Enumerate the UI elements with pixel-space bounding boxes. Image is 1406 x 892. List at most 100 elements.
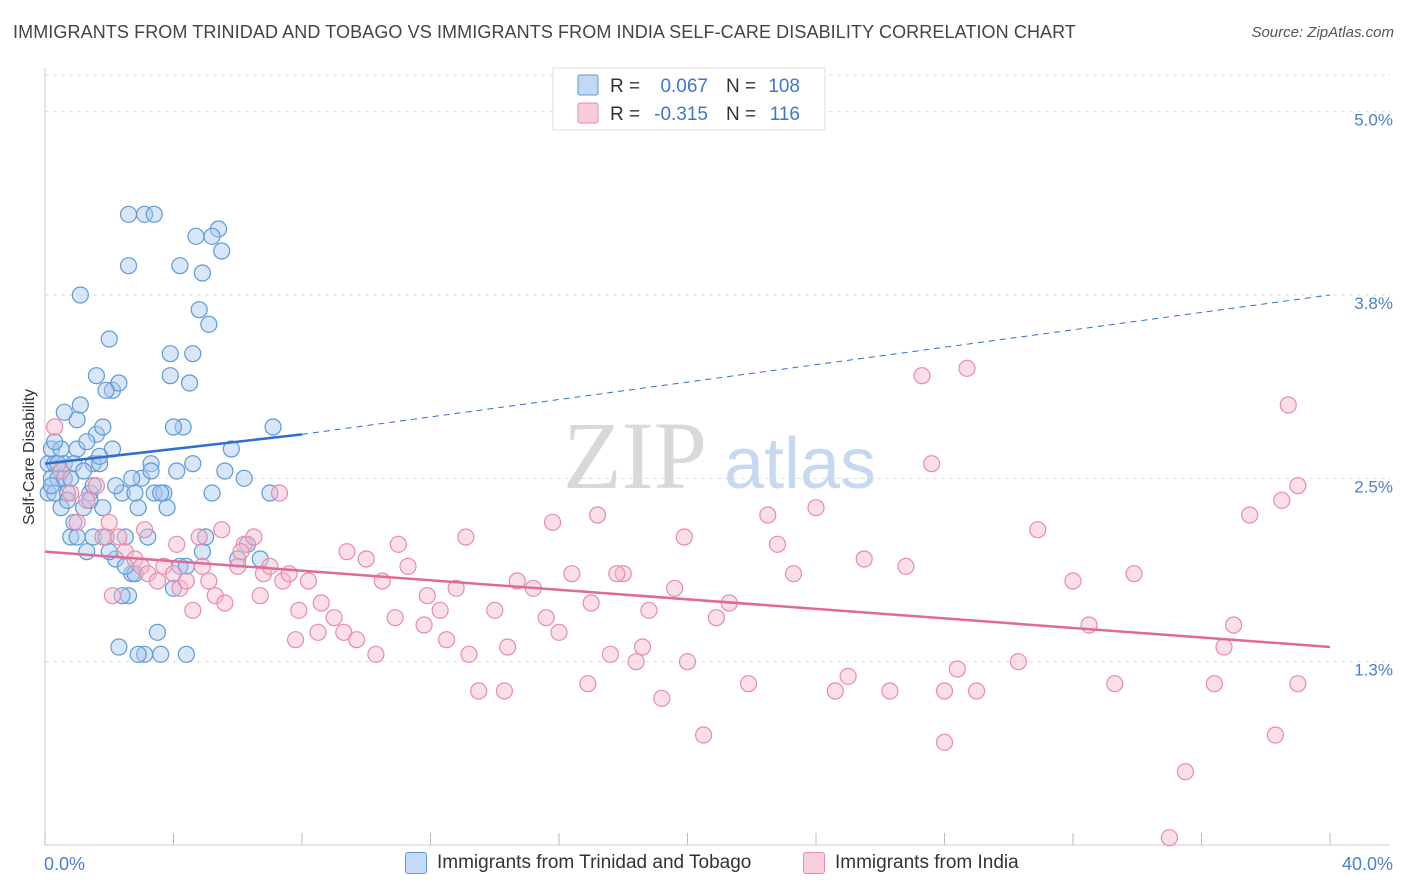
trinidad-point bbox=[142, 462, 160, 480]
india-point bbox=[135, 521, 154, 539]
legend-r-value-2: -0.315 bbox=[654, 104, 708, 125]
series-india-points bbox=[46, 359, 1307, 847]
india-point bbox=[913, 367, 931, 385]
trinidad-trend-dashed bbox=[301, 294, 1331, 435]
legend-item-trinidad: Immigrants from Trinidad and Tobago bbox=[405, 852, 751, 874]
india-point bbox=[968, 682, 986, 700]
trinidad-point bbox=[190, 301, 208, 319]
trinidad-point bbox=[97, 381, 115, 399]
trinidad-point bbox=[177, 645, 195, 663]
india-point bbox=[245, 528, 263, 546]
trinidad-point bbox=[145, 484, 163, 502]
trinidad-point bbox=[123, 469, 141, 487]
india-point bbox=[1273, 491, 1291, 509]
india-point bbox=[286, 631, 305, 649]
trinidad-point bbox=[107, 477, 125, 495]
india-point bbox=[1125, 565, 1143, 583]
trinidad-point bbox=[235, 469, 253, 487]
india-point bbox=[168, 535, 186, 553]
india-point bbox=[312, 594, 330, 612]
india-point bbox=[579, 675, 597, 693]
india-point bbox=[1064, 572, 1082, 590]
india-point bbox=[759, 506, 777, 524]
trinidad-point bbox=[126, 484, 144, 502]
india-point bbox=[193, 557, 212, 575]
trinidad-point bbox=[180, 374, 199, 392]
watermark-zip: ZIP bbox=[563, 402, 707, 509]
trinidad-point bbox=[158, 499, 176, 517]
india-point bbox=[855, 550, 873, 568]
legend-label-trinidad: Immigrants from Trinidad and Tobago bbox=[437, 852, 752, 873]
india-point bbox=[499, 638, 517, 656]
trinidad-point bbox=[187, 227, 205, 245]
india-point bbox=[232, 543, 250, 561]
trinidad-point bbox=[62, 528, 80, 546]
india-point bbox=[537, 609, 555, 627]
trinidad-point bbox=[174, 418, 192, 436]
india-point bbox=[1029, 521, 1047, 539]
trinidad-point bbox=[171, 257, 189, 275]
india-point bbox=[87, 477, 106, 495]
trinidad-point bbox=[119, 257, 138, 275]
india-point bbox=[935, 733, 954, 751]
legend-r-value-1: 0.067 bbox=[660, 76, 708, 97]
legend-n-label-2: N = bbox=[726, 104, 756, 125]
india-point bbox=[923, 455, 941, 473]
india-point bbox=[103, 587, 122, 605]
legend-swatch-trinidad bbox=[577, 74, 599, 96]
y-axis-label: Self-Care Disability bbox=[21, 389, 38, 525]
india-point bbox=[216, 594, 234, 612]
india-point bbox=[1241, 506, 1259, 524]
trinidad-point bbox=[74, 462, 93, 480]
tick-labels: 1.3% 2.5% 3.8% 5.0% 0.0% 40.0% bbox=[44, 111, 1393, 874]
india-point bbox=[807, 499, 825, 517]
india-point bbox=[1205, 675, 1223, 693]
india-point bbox=[1279, 396, 1297, 414]
india-point bbox=[290, 601, 308, 619]
trinidad-point bbox=[184, 345, 202, 363]
india-point bbox=[399, 557, 417, 575]
axes bbox=[44, 68, 1390, 846]
trinidad-point bbox=[78, 433, 96, 451]
trinidad-point bbox=[71, 396, 89, 414]
india-point bbox=[62, 484, 80, 502]
india-point bbox=[1215, 638, 1233, 656]
legend-label-india: Immigrants from India bbox=[835, 852, 1019, 873]
x-tick-label: 0.0% bbox=[44, 854, 85, 874]
legend-item-india: Immigrants from India bbox=[803, 852, 1019, 874]
trinidad-point bbox=[222, 440, 240, 458]
india-point bbox=[280, 565, 298, 583]
trinidad-point bbox=[213, 242, 231, 260]
trinidad-point bbox=[55, 403, 73, 421]
india-point bbox=[100, 513, 118, 531]
india-point bbox=[495, 682, 513, 700]
legend-r-label-1: R = bbox=[610, 76, 640, 97]
india-point bbox=[309, 623, 327, 641]
india-point bbox=[251, 587, 269, 605]
legend-swatch-pink bbox=[803, 852, 825, 874]
trinidad-point bbox=[168, 462, 186, 480]
india-point bbox=[200, 572, 218, 590]
india-point bbox=[357, 550, 375, 568]
india-point bbox=[46, 418, 64, 436]
india-point bbox=[948, 660, 966, 678]
trinidad-point bbox=[164, 418, 183, 436]
trinidad-point bbox=[71, 286, 89, 304]
legend-n-value-1: 108 bbox=[768, 76, 800, 97]
india-point bbox=[110, 528, 128, 546]
india-point bbox=[1225, 616, 1243, 634]
india-point bbox=[666, 579, 684, 597]
trinidad-point bbox=[216, 462, 234, 480]
india-point bbox=[447, 579, 465, 597]
india-point bbox=[935, 682, 954, 700]
trinidad-point bbox=[129, 645, 147, 663]
india-point bbox=[563, 565, 581, 583]
source-label: Source: ZipAtlas.com bbox=[1251, 24, 1394, 41]
trinidad-point bbox=[197, 528, 215, 546]
india-point bbox=[418, 587, 436, 605]
trinidad-point bbox=[164, 579, 183, 597]
india-point bbox=[653, 689, 671, 707]
india-point bbox=[68, 513, 86, 531]
legend-r-label-2: R = bbox=[610, 104, 640, 125]
